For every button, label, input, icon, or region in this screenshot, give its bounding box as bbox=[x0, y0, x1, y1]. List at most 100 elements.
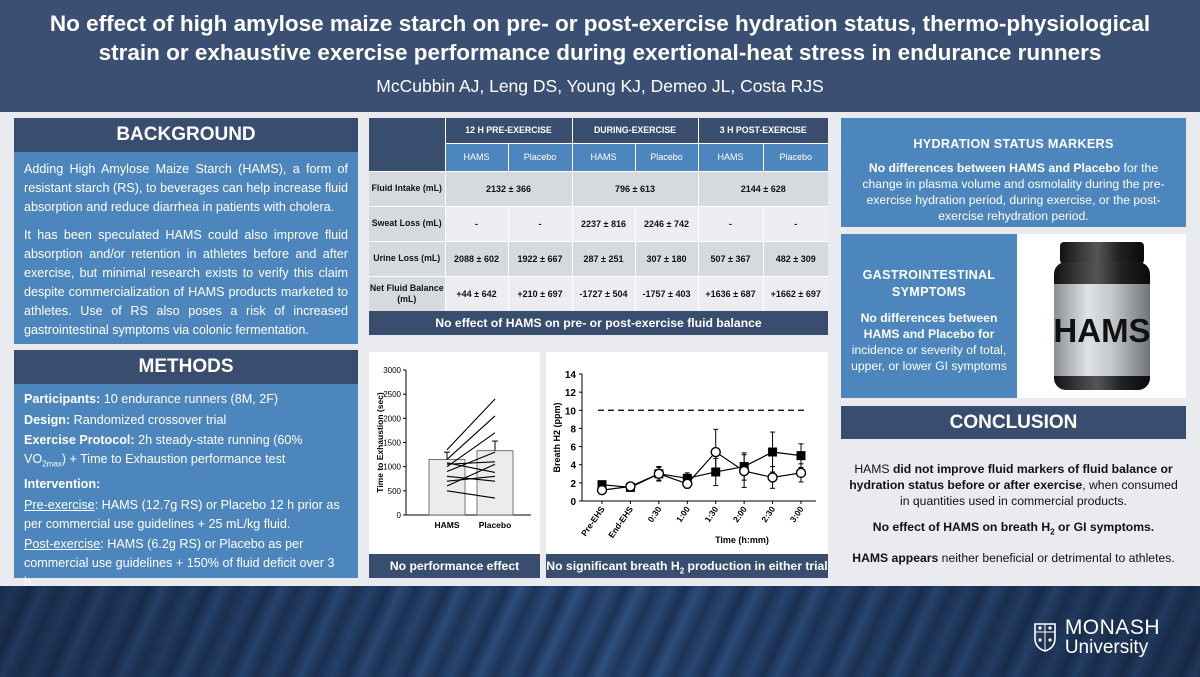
methods-protocol: Exercise Protocol: 2h steady-state runni… bbox=[24, 431, 348, 474]
subcol-header: HAMS bbox=[697, 142, 763, 171]
y-tick-label: 12 bbox=[565, 388, 577, 399]
participants-label: Participants: bbox=[24, 392, 101, 406]
y-tick-label: 0 bbox=[570, 497, 576, 508]
y-tick-label: 14 bbox=[565, 370, 577, 381]
table-row: Net Fluid Balance (mL) +44 ± 642 +210 ± … bbox=[369, 275, 828, 311]
conclusion-paragraph-2: No effect of HAMS on breath H2 or GI sym… bbox=[849, 519, 1178, 540]
conclusion-text: HAMS did not improve fluid markers of fl… bbox=[841, 439, 1186, 566]
footer-band bbox=[0, 586, 1200, 677]
y-tick-label: 2 bbox=[570, 479, 576, 490]
participant-line bbox=[446, 490, 496, 499]
jar-label bbox=[1054, 284, 1150, 376]
y-tick-label: 8 bbox=[570, 424, 576, 435]
period-header: 3 H POST-EXERCISE bbox=[697, 118, 828, 143]
y-axis-label: Breath H2 (ppm) bbox=[552, 402, 562, 472]
x-tick-label: 1:30 bbox=[702, 504, 720, 524]
gi-heading: GASTROINTESTINAL SYMPTOMS bbox=[841, 234, 1017, 301]
conclusion-paragraph-3: HAMS appears neither beneficial or detri… bbox=[849, 550, 1178, 566]
tte-chart: 0 500 1000 1500 2000 2500 3000 Time to Exhausti… bbox=[375, 366, 531, 530]
table-cell: -1757 ± 403 bbox=[634, 275, 698, 311]
participant-line bbox=[446, 451, 496, 473]
row-label: Urine Loss (mL) bbox=[369, 240, 445, 276]
protocol-text-a: 2h steady-state running (60% VO bbox=[24, 433, 303, 466]
table-cell: +44 ± 642 bbox=[444, 275, 508, 311]
background-heading: BACKGROUND bbox=[14, 118, 358, 152]
poster-authors: McCubbin AJ, Leng DS, Young KJ, Demeo JL… bbox=[376, 76, 824, 96]
table-cell: 507 ± 367 bbox=[697, 240, 763, 276]
table-cell: 2088 ± 602 bbox=[444, 240, 508, 276]
footer-text-a: No significant breath H bbox=[546, 559, 680, 573]
table-cell: 482 ± 309 bbox=[762, 240, 828, 276]
tte-chart-panel: 0 500 1000 1500 2000 2500 3000 Time to Exhausti… bbox=[369, 352, 540, 578]
design-label: Design: bbox=[24, 412, 71, 427]
table-cell: 1922 ± 667 bbox=[507, 240, 572, 276]
x-tick-label: HAMS bbox=[434, 520, 459, 530]
methods-participants: Participants: 10 endurance runners (8M, … bbox=[24, 390, 348, 409]
background-text: Adding High Amylose Maize Starch (HAMS),… bbox=[14, 152, 358, 340]
table-cell: - bbox=[697, 205, 763, 241]
data-point-square bbox=[597, 480, 607, 490]
methods-intervention: Intervention: bbox=[24, 475, 348, 494]
poster-header: No effect of high amylose maize starch o… bbox=[0, 0, 1200, 106]
x-tick-label: 2:30 bbox=[759, 504, 777, 524]
hydration-panel: HYDRATION STATUS MARKERS No differences … bbox=[841, 118, 1186, 227]
table-cell: 287 ± 251 bbox=[571, 240, 635, 276]
gi-heading-line2: SYMPTOMS bbox=[891, 285, 967, 299]
subcol-header: Placebo bbox=[507, 142, 572, 171]
poster-title: No effect of high amylose maize starch o… bbox=[49, 11, 1151, 65]
data-point-square bbox=[682, 473, 692, 483]
table-cell: 2132 ± 366 bbox=[444, 170, 572, 206]
background-paragraph-1: Adding High Amylose Maize Starch (HAMS),… bbox=[24, 162, 348, 214]
breath-h2-chart: 0 2 4 6 8 10 12 14 Breath H2 (ppm) Pre-EHS End-EHS… bbox=[552, 370, 816, 545]
x-tick-label: 2:00 bbox=[731, 504, 749, 524]
footer-text-b: production in either trial bbox=[684, 559, 828, 573]
pre-text: : HAMS (12.7g RS) or Placebo 12 h prior … bbox=[24, 497, 340, 531]
subcol-header: Placebo bbox=[634, 142, 698, 171]
table-corner bbox=[369, 143, 445, 171]
table-corner bbox=[369, 118, 445, 143]
table-cell: - bbox=[762, 205, 828, 241]
y-axis-label: Time to Exhaustion (sec) bbox=[375, 392, 385, 493]
breath-h2-chart-footer: No significant breath H2 production in e… bbox=[546, 554, 828, 578]
x-tick-label: End-EHS bbox=[606, 504, 635, 540]
footer-sub: 2 bbox=[679, 566, 685, 576]
header-band bbox=[0, 106, 1200, 112]
y-tick-label: 3000 bbox=[383, 366, 401, 375]
pre-label: Pre-exercise bbox=[24, 497, 95, 512]
participant-line bbox=[446, 432, 496, 468]
table-row: Fluid Intake (mL) 2132 ± 366 796 ± 613 2… bbox=[369, 170, 828, 206]
participant-line bbox=[446, 398, 496, 451]
protocol-text-b: ) + Time to Exhaustion performance test bbox=[61, 452, 286, 466]
table-subheader-row: HAMS Placebo HAMS Placebo HAMS Placebo bbox=[369, 142, 828, 171]
y-tick-label: 2000 bbox=[383, 414, 401, 423]
jar-label-text: HAMS bbox=[1053, 312, 1150, 349]
data-point-circle bbox=[710, 446, 721, 458]
jar-illustration: HAMS bbox=[1053, 242, 1151, 390]
y-tick-label: 6 bbox=[570, 443, 576, 454]
background-panel: BACKGROUND Adding High Amylose Maize Sta… bbox=[14, 118, 358, 344]
tte-chart-footer: No performance effect bbox=[369, 554, 540, 578]
row-label: Sweat Loss (mL) bbox=[369, 205, 445, 241]
conclusion-panel: CONCLUSION HAMS did not improve fluid ma… bbox=[841, 406, 1186, 578]
y-tick-label: 1500 bbox=[383, 439, 401, 448]
conc-p1-bold: did not improve fluid markers of fluid b… bbox=[849, 462, 1173, 492]
participant-line bbox=[446, 415, 496, 460]
conc-p2-b: or GI symptoms. bbox=[1054, 520, 1155, 534]
y-tick-label: 4 bbox=[570, 461, 576, 472]
participant-line bbox=[446, 461, 496, 465]
background-paragraph-2: It has been speculated HAMS could also i… bbox=[24, 228, 348, 337]
intervention-label: Intervention: bbox=[24, 477, 101, 492]
conclusion-paragraph-1: HAMS did not improve fluid markers of fl… bbox=[849, 461, 1178, 509]
data-point-square bbox=[711, 467, 721, 477]
period-header: DURING-EXERCISE bbox=[571, 118, 698, 143]
period-header: 12 H PRE-EXERCISE bbox=[444, 118, 572, 143]
conc-p1-b: , when consumed in quantities used in co… bbox=[900, 478, 1178, 508]
fluid-balance-table-panel: 12 H PRE-EXERCISE DURING-EXERCISE 3 H PO… bbox=[369, 118, 828, 342]
data-point-square bbox=[768, 447, 778, 457]
table-cell: 796 ± 613 bbox=[571, 170, 698, 206]
hydration-text: No differences between HAMS and Placebo … bbox=[841, 151, 1186, 224]
logo-name: MONASH bbox=[1064, 616, 1160, 639]
methods-heading: METHODS bbox=[14, 350, 358, 384]
methods-design: Design: Randomized crossover trial bbox=[24, 411, 348, 430]
table-cell: +1662 ± 697 bbox=[762, 275, 828, 311]
